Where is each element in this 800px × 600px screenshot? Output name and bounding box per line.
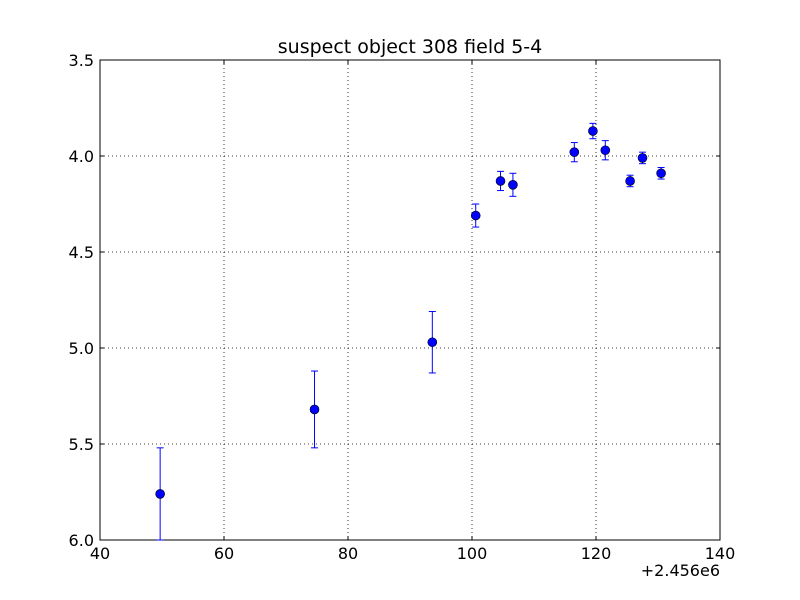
- y-tick-label: 6.0: [69, 531, 94, 550]
- data-point: [495, 176, 506, 186]
- x-tick-label: 120: [581, 544, 612, 563]
- x-tick-label: 140: [705, 544, 736, 563]
- x-tick-label: 80: [338, 544, 358, 563]
- y-tick-label: 4.5: [69, 243, 94, 262]
- data-point: [588, 126, 598, 136]
- x-axis-offset-label: +2.456e6: [641, 561, 720, 580]
- data-point: [569, 147, 580, 157]
- data-point: [427, 337, 438, 348]
- plot-frame: [99, 59, 721, 541]
- data-point: [309, 404, 320, 415]
- data-points: [155, 126, 666, 499]
- error-bars: [156, 122, 665, 541]
- y-tick-label: 5.0: [69, 339, 94, 358]
- data-point: [470, 210, 481, 221]
- y-tick-label: 3.5: [69, 51, 94, 70]
- data-point: [625, 176, 635, 186]
- x-tick-label: 40: [90, 544, 110, 563]
- grid-lines: [100, 60, 720, 540]
- data-point: [600, 145, 611, 156]
- data-point: [637, 153, 648, 163]
- x-tick-label: 100: [457, 544, 488, 563]
- data-point: [508, 180, 518, 190]
- chart-title: suspect object 308 field 5-4: [278, 36, 543, 58]
- data-point: [155, 489, 165, 499]
- data-point: [656, 168, 666, 179]
- y-tick-label: 5.5: [69, 435, 94, 454]
- x-tick-label: 60: [214, 544, 234, 563]
- y-tick-label: 4.0: [69, 147, 94, 166]
- axis-ticks: 40 60 80 100 120 140 3.5 4.0 4.5 5.0 5.5 6.0: [69, 51, 736, 563]
